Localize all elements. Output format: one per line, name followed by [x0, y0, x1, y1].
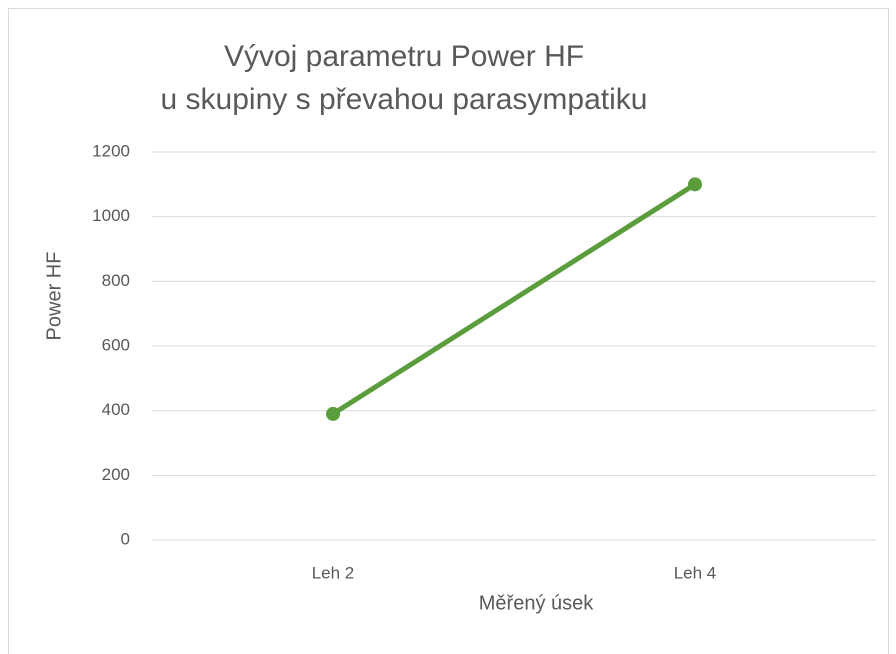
- y-axis-label: Power HF: [43, 252, 65, 341]
- line: [330, 181, 698, 417]
- y-tick-label: 200: [102, 465, 130, 484]
- y-tick-label: 0: [121, 529, 130, 548]
- y-tick-label: 800: [102, 271, 130, 290]
- x-tick-label: Leh 4: [674, 563, 717, 582]
- point: [688, 177, 702, 192]
- chart-border: [8, 8, 889, 654]
- y-tick-label: 400: [102, 400, 130, 419]
- x-tick-label: Leh 2: [312, 563, 355, 582]
- chart-title: u skupiny s převahou parasympatiku: [161, 83, 648, 116]
- y-tick-label: 1200: [92, 141, 130, 160]
- x-axis-label: Měřený úsek: [479, 592, 594, 614]
- chart-title: Vývoj parametru Power HF: [224, 40, 584, 73]
- point: [326, 406, 340, 421]
- y-tick-label: 1000: [92, 206, 130, 225]
- y-tick-label: 600: [102, 335, 130, 354]
